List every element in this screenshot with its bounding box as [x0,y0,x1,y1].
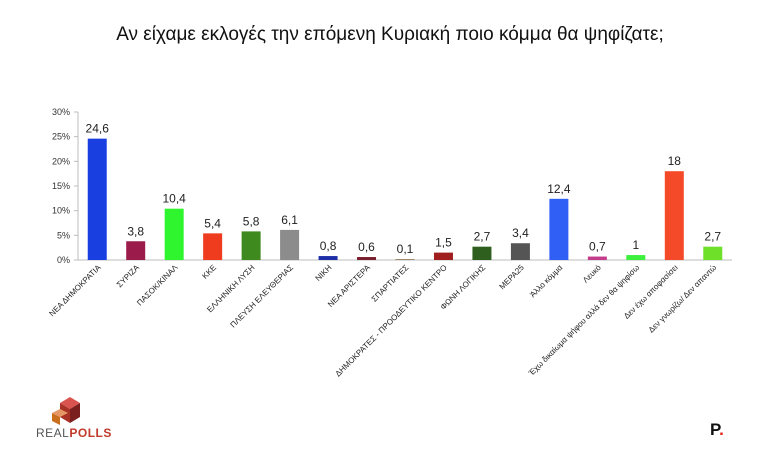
bar [318,256,338,260]
data-label: 0,1 [397,242,414,256]
category-label: Λευκό [581,263,603,285]
bar [703,246,723,260]
bar [280,229,300,260]
category-label: Άλλο κόμμα [528,263,564,299]
y-tick-label: 0% [57,255,70,265]
category-label: ΠΛΕΥΣΗ ΕΛΕΥΘΕΡΙΑΣ [229,263,296,330]
bar [626,255,646,260]
bars-layer [87,138,723,260]
bar [510,243,530,260]
data-label: 2,7 [474,230,491,244]
bar [357,257,377,260]
bar [587,256,607,260]
data-label: 6,1 [281,213,298,227]
bar [472,246,492,260]
y-tick-label: 30% [52,107,70,117]
realpolls-wordmark: REALPOLLS [36,426,112,440]
bar [549,198,569,260]
data-label: 24,6 [86,122,110,136]
bar [664,171,684,260]
realpolls-logo [52,397,80,425]
y-tick-label: 20% [52,156,70,166]
publisher-mark-letter: P [710,420,720,439]
publisher-mark-dot: . [719,420,724,439]
logo-suffix: POLLS [69,426,112,440]
category-label: ΚΚΕ [200,263,218,281]
data-label: 5,8 [243,214,260,228]
data-label: 3,4 [512,226,529,240]
data-label: 5,4 [204,216,221,230]
axis-layer: 0% 5% 10% 15% 20% 25% 30% [52,107,732,265]
data-label: 1,5 [435,236,452,250]
data-label: 12,4 [547,182,571,196]
publisher-mark: P. [710,420,724,440]
data-label: 0,6 [358,240,375,254]
chart-title: Αν είχαμε εκλογές την επόμενη Κυριακή πο… [116,24,664,45]
data-label: 10,4 [162,192,186,206]
category-label: ΜΕΡΑ25 [498,263,527,292]
data-label: 1 [632,238,639,252]
bar [164,208,184,260]
y-tick-label: 25% [52,132,70,142]
category-label: ΝΙΚΗ [314,263,334,283]
data-label: 2,7 [704,230,721,244]
bar [395,259,415,260]
bar [126,241,146,260]
data-label: 0,7 [589,240,606,254]
category-label: Δεν γνωρίζω/ Δεν απαντώ [647,263,718,334]
logo-cube-right [70,403,80,423]
logo-prefix: REAL [36,426,70,440]
category-label: ΣΥΡΙΖΑ [115,263,142,290]
labels-layer: 24,6 ΝΕΑ ΔΗΜΟΚΡΑΤΙΑ 3,8 ΣΥΡΙΖΑ 10,4 ΠΑΣΟΚ/ΚΙΝ… [47,122,721,379]
data-label: 3,8 [127,224,144,238]
data-label: 0,8 [320,239,337,253]
y-tick-label: 15% [52,181,70,191]
y-tick-label: 5% [57,230,70,240]
bar [433,252,453,260]
data-label: 18 [668,154,682,168]
bar [241,231,261,260]
logo-cube2-left [52,413,60,425]
category-label: ΠΑΣΟΚ/ΚΙΝΑΛ [135,263,180,308]
category-label: ΣΠΑΡΤΙΑΤΕΣ [370,263,411,304]
y-tick-label: 10% [52,206,70,216]
bar [87,138,107,260]
category-label: ΝΕΑ ΔΗΜΟΚΡΑΤΙΑ [47,263,103,319]
bar [203,233,223,260]
